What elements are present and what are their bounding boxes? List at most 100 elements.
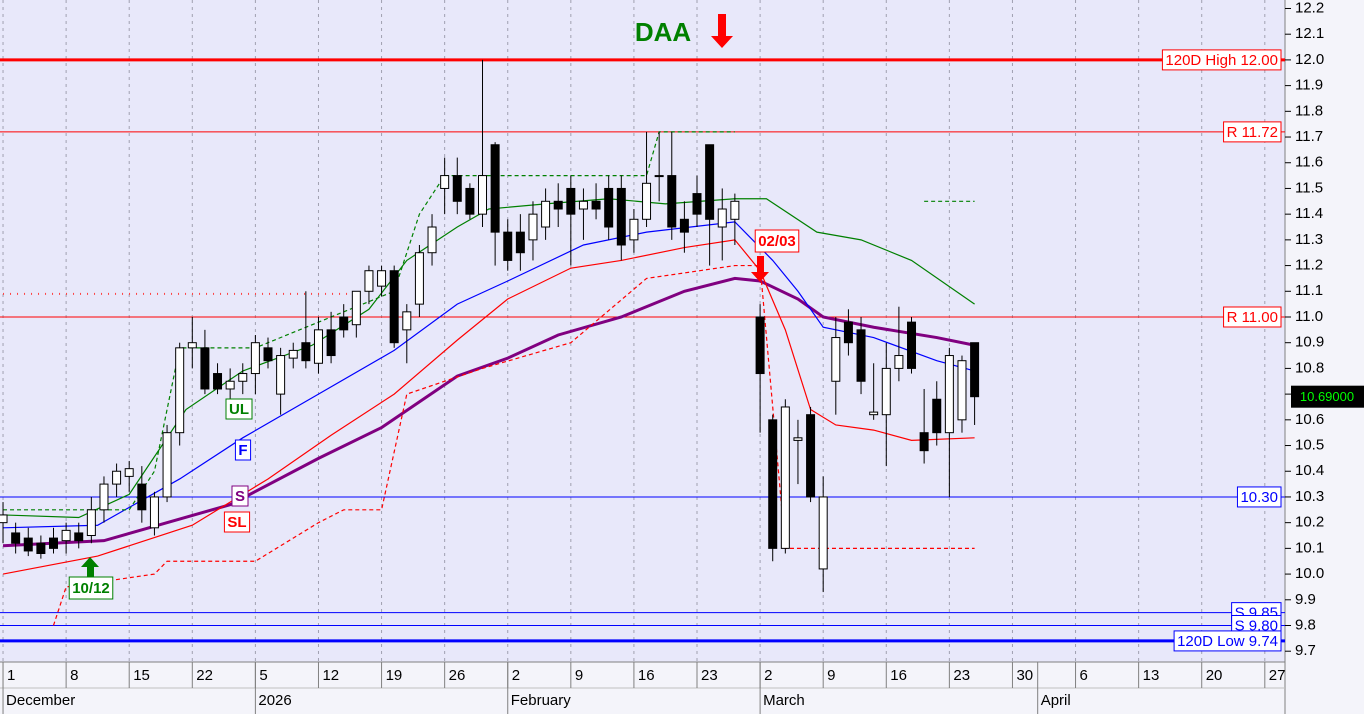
candle-body — [944, 355, 954, 434]
signal-label: DAA — [635, 17, 692, 47]
y-tick-label: 10.9 — [1295, 334, 1324, 351]
candle-body — [894, 355, 904, 369]
candle-body — [351, 290, 361, 326]
x-tick-label: 2 — [512, 667, 520, 684]
y-tick-label: 10.6 — [1295, 411, 1324, 428]
candle-body — [301, 342, 311, 362]
candle-body — [869, 411, 879, 416]
y-tick-label: 11.2 — [1295, 257, 1323, 274]
x-tick-label: 30 — [1016, 667, 1033, 684]
line-tag-label: S — [235, 488, 245, 505]
candle-body — [452, 175, 462, 202]
line-tag-box — [231, 485, 249, 507]
candle-body — [818, 496, 828, 570]
month-label: December — [6, 692, 75, 709]
signal-label: 02/03 — [758, 233, 796, 250]
last-price-label: 10.69000 — [1300, 389, 1354, 404]
x-tick-label: 9 — [827, 667, 835, 684]
candle-body — [0, 514, 8, 524]
y-tick-label: 9.8 — [1295, 616, 1316, 633]
candle-body — [705, 144, 715, 220]
line-tag-label: F — [238, 442, 247, 459]
candle-body — [793, 437, 803, 441]
candle-body — [806, 414, 816, 498]
line-tag: F — [234, 439, 252, 461]
y-tick-label: 11.8 — [1295, 102, 1323, 119]
y-tick-label: 12.2 — [1295, 0, 1324, 16]
signal-tag: 02/03 — [754, 229, 800, 253]
y-tick-label: 12.1 — [1295, 25, 1324, 42]
x-tick-label: 20 — [1206, 667, 1223, 684]
month-label: April — [1041, 692, 1071, 709]
level-tag: 120D Low 9.74 — [1173, 630, 1282, 652]
signal-arrow — [81, 557, 99, 577]
candle-body — [288, 349, 298, 359]
indicator-line — [52, 264, 975, 626]
candle-body — [957, 360, 967, 421]
candle-body — [276, 355, 286, 395]
x-tick-label: 23 — [701, 667, 718, 684]
candle-body — [932, 398, 942, 434]
candle-body — [402, 311, 412, 331]
candle-body — [881, 367, 891, 416]
candle-body — [162, 432, 172, 498]
y-tick-label: 11.1 — [1295, 282, 1323, 299]
x-tick-label: 2 — [764, 667, 772, 684]
candle-body — [679, 218, 689, 233]
y-tick-label: 11.3 — [1295, 231, 1323, 248]
candle-body — [490, 144, 500, 233]
candle-body — [200, 347, 210, 390]
x-tick-label: 9 — [575, 667, 583, 684]
line-tag-box — [234, 439, 252, 461]
candle-body — [339, 316, 349, 331]
indicator-line — [2, 276, 975, 548]
candle-body — [642, 182, 652, 220]
candle-body — [503, 231, 513, 261]
y-tick-label: 10.2 — [1295, 514, 1324, 531]
x-tick-label: 12 — [322, 667, 339, 684]
candle-body — [175, 347, 185, 434]
x-tick-label: 1 — [7, 667, 15, 684]
y-tick-label: 11.9 — [1295, 77, 1323, 94]
candle-body — [238, 373, 248, 382]
candle-body — [149, 496, 159, 529]
candle-body — [654, 175, 664, 178]
candle-body — [970, 342, 980, 398]
x-tick-label: 5 — [259, 667, 267, 684]
y-tick-label: 11.5 — [1295, 179, 1323, 196]
candle-body — [465, 187, 475, 215]
candle-body — [23, 537, 33, 552]
level-label: S 9.80 — [1235, 617, 1278, 634]
candle-body — [717, 208, 727, 228]
candle-body — [74, 532, 84, 542]
line-tag-label: UL — [229, 401, 249, 418]
candle-body — [414, 252, 424, 305]
level-tag-box — [1236, 486, 1282, 508]
x-tick-label: 16 — [890, 667, 907, 684]
y-tick-label: 10.1 — [1295, 539, 1324, 556]
candle-body — [427, 226, 437, 254]
candle-body — [187, 342, 197, 349]
month-label: March — [763, 692, 805, 709]
candle-body — [112, 470, 122, 485]
line-tag: S — [231, 485, 249, 507]
level-tag-box — [1173, 630, 1282, 652]
level-tag-box — [1223, 121, 1282, 143]
candle-body — [856, 329, 866, 382]
candle-body — [250, 342, 260, 375]
candle-body — [768, 419, 778, 549]
candle-body — [225, 380, 235, 390]
candle-body — [326, 329, 336, 357]
candle-body — [86, 509, 96, 537]
last-price-box — [1291, 385, 1364, 408]
indicator-line — [2, 239, 975, 575]
y-tick-label: 10.4 — [1295, 462, 1324, 479]
level-label: R 11.00 — [1227, 309, 1278, 326]
x-tick-label: 6 — [1080, 667, 1088, 684]
x-tick-label: 27 — [1269, 667, 1286, 684]
line-tag: UL — [225, 398, 253, 420]
indicator-line — [3, 198, 975, 519]
y-tick-label: 11.7 — [1295, 128, 1323, 145]
candle-body — [843, 321, 853, 344]
x-tick-label: 23 — [953, 667, 970, 684]
